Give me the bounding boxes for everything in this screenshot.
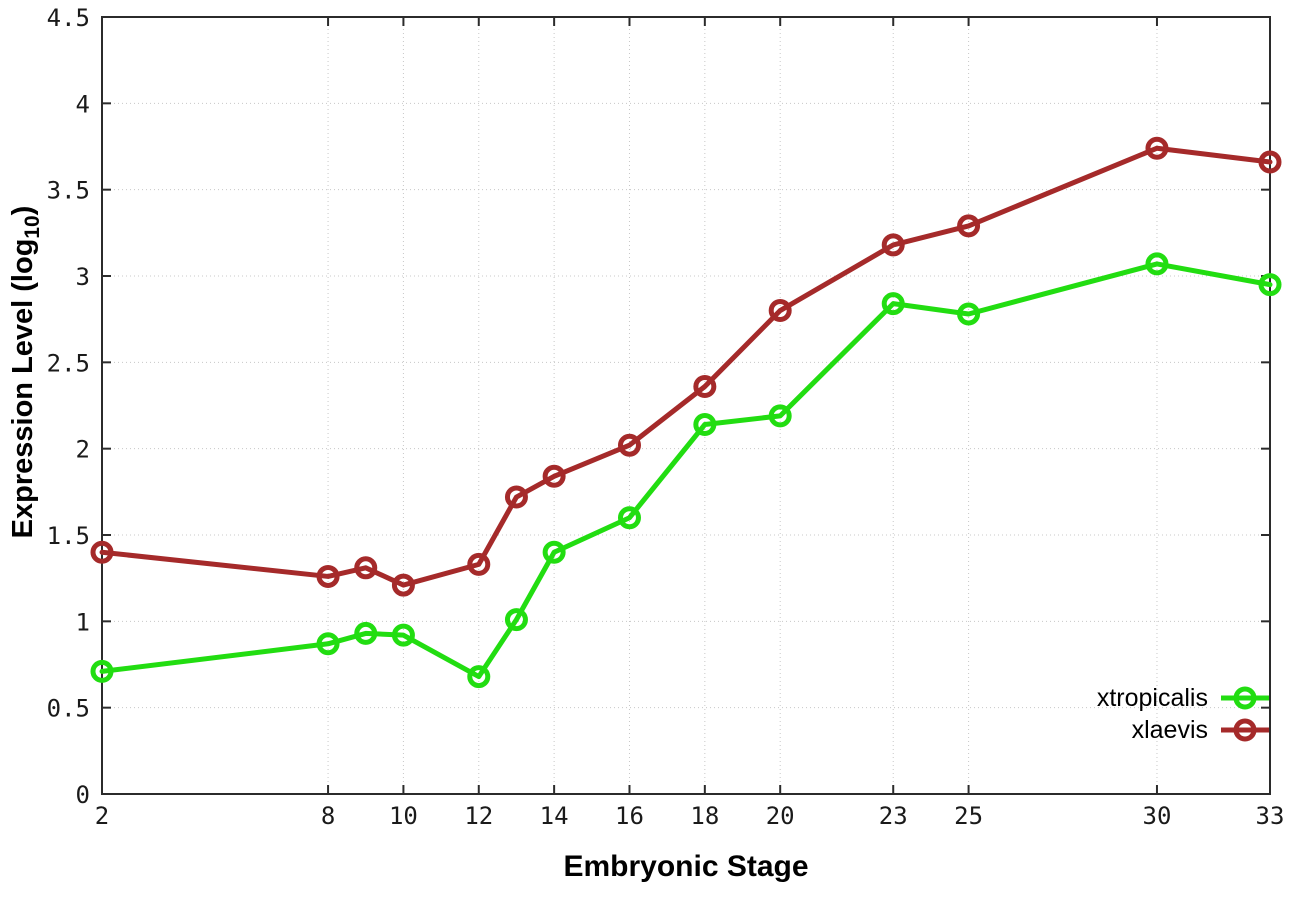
- data-point-xtropicalis: [693, 412, 717, 436]
- data-point-xlaevis: [693, 375, 717, 399]
- data-point-xtropicalis: [1145, 252, 1169, 276]
- y-tick-label: 1.5: [47, 522, 90, 550]
- x-tick-label: 18: [690, 802, 719, 830]
- y-tick-label: 1: [76, 608, 90, 636]
- x-tick-label: 14: [540, 802, 569, 830]
- data-point-xlaevis: [768, 299, 792, 323]
- data-point-xlaevis: [1145, 136, 1169, 160]
- data-point-xlaevis: [316, 564, 340, 588]
- data-point-xtropicalis: [617, 506, 641, 530]
- data-point-xtropicalis: [316, 632, 340, 656]
- x-tick-label: 33: [1256, 802, 1285, 830]
- x-tick-label: 10: [389, 802, 418, 830]
- legend-label-xtropicalis: xtropicalis: [1096, 683, 1208, 712]
- data-point-xtropicalis: [1258, 273, 1282, 297]
- y-tick-label: 4: [76, 90, 90, 118]
- x-tick-label: 23: [879, 802, 908, 830]
- xtropicalis-marker-icon: [1221, 686, 1269, 710]
- y-tick-label: 0: [76, 781, 90, 809]
- data-point-xlaevis: [617, 433, 641, 457]
- data-point-xtropicalis: [881, 292, 905, 316]
- data-point-xlaevis: [391, 573, 415, 597]
- series-line-xtropicalis: [99, 261, 1273, 680]
- y-axis-title-suffix: ): [7, 205, 40, 216]
- data-point-xtropicalis: [467, 665, 491, 689]
- data-point-xtropicalis: [768, 404, 792, 428]
- legend-label-xlaevis: xlaevis: [1131, 715, 1208, 744]
- legend-item-xtropicalis: xtropicalis: [1097, 682, 1270, 714]
- series-line-xlaevis: [99, 145, 1273, 588]
- y-axis-title-subscript: 10: [20, 215, 44, 239]
- legend: xtropicalis xlaevis: [1097, 682, 1270, 746]
- y-tick-label: 0.5: [47, 695, 90, 723]
- data-point-xlaevis: [1258, 150, 1282, 174]
- y-tick-label: 4.5: [47, 4, 90, 32]
- y-axis-title-text: Expression Level (log: [7, 238, 40, 539]
- plot-border: [101, 16, 1271, 795]
- data-point-xtropicalis: [504, 608, 528, 632]
- data-point-xtropicalis: [542, 540, 566, 564]
- data-point-xtropicalis: [354, 621, 378, 645]
- data-point-xlaevis: [881, 233, 905, 257]
- data-point-xlaevis: [542, 464, 566, 488]
- data-point-xlaevis: [957, 214, 981, 238]
- data-point-xtropicalis: [90, 659, 114, 683]
- data-point-xlaevis: [467, 552, 491, 576]
- data-point-xtropicalis: [391, 623, 415, 647]
- data-point-xtropicalis: [957, 302, 981, 326]
- y-axis-title: Expression Level (log10): [7, 206, 45, 539]
- xlaevis-marker-icon: [1221, 718, 1269, 742]
- x-tick-label: 8: [321, 802, 335, 830]
- legend-item-xlaevis: xlaevis: [1097, 714, 1270, 746]
- y-tick-label: 3: [76, 263, 90, 291]
- x-tick-label: 16: [615, 802, 644, 830]
- y-tick-label: 3.5: [47, 177, 90, 205]
- x-axis-title: Embryonic Stage: [563, 850, 809, 883]
- data-point-xlaevis: [504, 485, 528, 509]
- data-point-xlaevis: [354, 556, 378, 580]
- x-tick-label: 12: [464, 802, 493, 830]
- x-tick-label: 2: [95, 802, 109, 830]
- x-tick-label: 30: [1143, 802, 1172, 830]
- x-tick-label: 25: [954, 802, 983, 830]
- data-point-xlaevis: [90, 540, 114, 564]
- x-tick-label: 20: [766, 802, 795, 830]
- y-tick-label: 2: [76, 436, 90, 464]
- y-tick-label: 2.5: [47, 349, 90, 377]
